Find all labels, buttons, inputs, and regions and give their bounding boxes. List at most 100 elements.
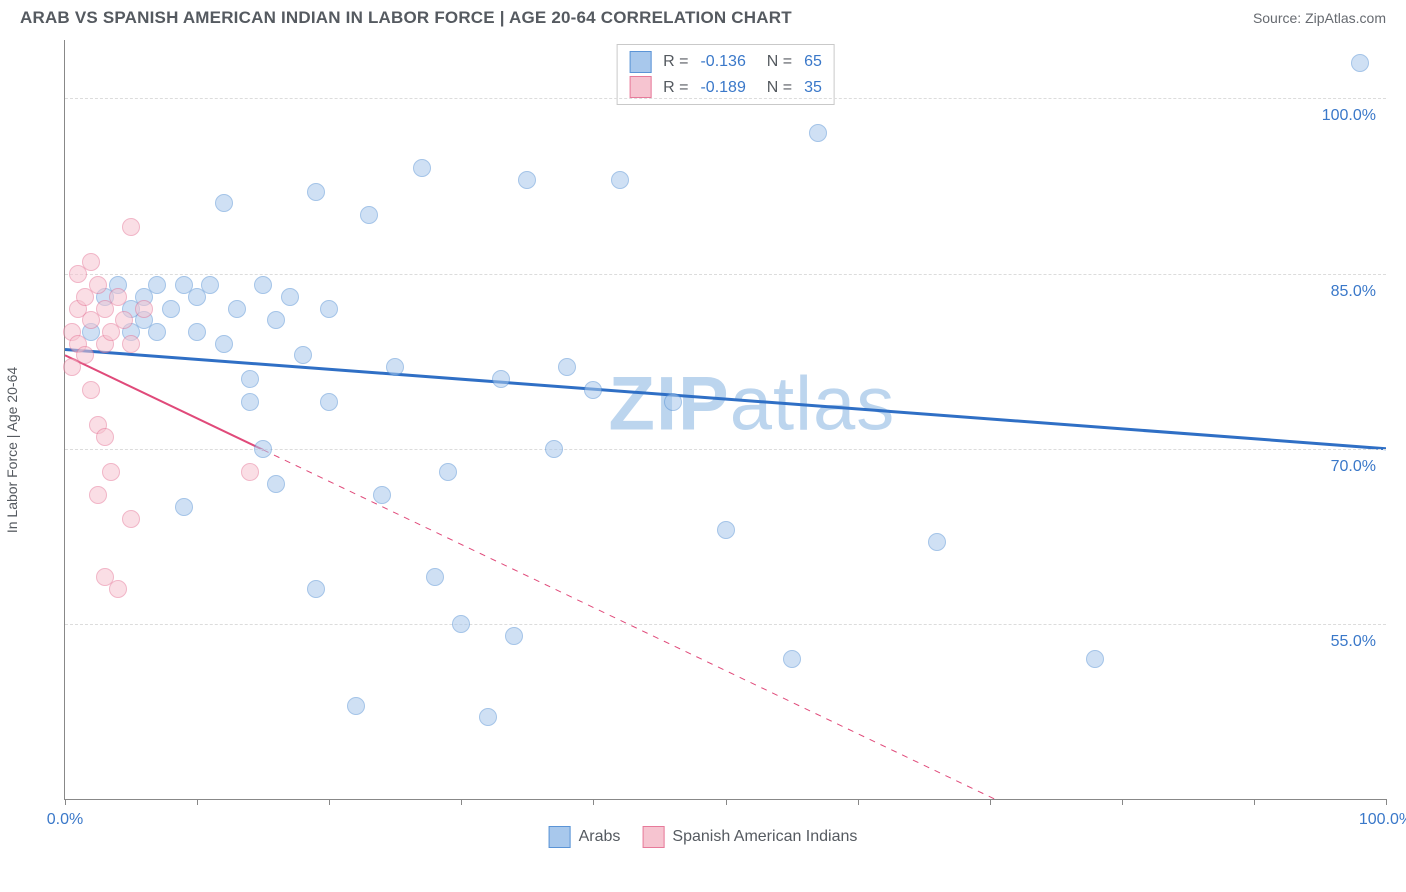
data-point [386, 358, 404, 376]
data-point [1086, 650, 1104, 668]
legend-row: R = -0.136 N = 65 [629, 49, 822, 75]
y-axis-label: In Labor Force | Age 20-64 [4, 367, 20, 533]
data-point [115, 311, 133, 329]
x-tick [858, 799, 859, 805]
series-legend-item: Arabs [549, 826, 621, 848]
data-point [109, 288, 127, 306]
y-tick-label: 55.0% [1331, 633, 1376, 651]
data-point [307, 183, 325, 201]
legend-n-value: 65 [804, 49, 822, 75]
data-point [518, 171, 536, 189]
data-point [122, 510, 140, 528]
legend-swatch [642, 826, 664, 848]
data-point [717, 521, 735, 539]
x-tick [593, 799, 594, 805]
x-tick [197, 799, 198, 805]
correlation-legend: R = -0.136 N = 65R = -0.189 N = 35 [616, 44, 835, 105]
data-point [413, 159, 431, 177]
data-point [664, 393, 682, 411]
x-tick [461, 799, 462, 805]
y-tick-label: 70.0% [1331, 458, 1376, 476]
x-tick [1122, 799, 1123, 805]
data-point [545, 440, 563, 458]
legend-row: R = -0.189 N = 35 [629, 75, 822, 101]
watermark-post: atlas [730, 362, 896, 447]
data-point [360, 206, 378, 224]
x-tick [1386, 799, 1387, 805]
watermark: ZIPatlas [609, 361, 896, 448]
data-point [320, 300, 338, 318]
data-point [188, 323, 206, 341]
data-point [175, 498, 193, 516]
data-point [294, 346, 312, 364]
data-point [109, 580, 127, 598]
gridline-h [65, 274, 1386, 275]
legend-swatch [629, 76, 651, 98]
data-point [122, 335, 140, 353]
legend-r-label: R = [663, 75, 688, 101]
data-point [201, 276, 219, 294]
data-point [148, 323, 166, 341]
chart-title: ARAB VS SPANISH AMERICAN INDIAN IN LABOR… [20, 8, 792, 28]
data-point [307, 580, 325, 598]
data-point [254, 440, 272, 458]
data-point [281, 288, 299, 306]
data-point [162, 300, 180, 318]
data-point [241, 393, 259, 411]
data-point [122, 218, 140, 236]
data-point [215, 194, 233, 212]
data-point [783, 650, 801, 668]
data-point [76, 346, 94, 364]
series-name: Arabs [579, 828, 621, 846]
data-point [102, 463, 120, 481]
x-tick [990, 799, 991, 805]
y-tick-label: 85.0% [1331, 283, 1376, 301]
gridline-h [65, 98, 1386, 99]
data-point [228, 300, 246, 318]
data-point [492, 370, 510, 388]
data-point [241, 463, 259, 481]
x-tick [1254, 799, 1255, 805]
data-point [82, 253, 100, 271]
x-tick [726, 799, 727, 805]
series-legend: Arabs Spanish American Indians [549, 826, 858, 848]
data-point [96, 428, 114, 446]
data-point [452, 615, 470, 633]
series-name: Spanish American Indians [672, 828, 857, 846]
legend-r-value: -0.189 [700, 75, 745, 101]
data-point [479, 708, 497, 726]
legend-n-label: N = [758, 49, 792, 75]
legend-swatch [549, 826, 571, 848]
data-point [320, 393, 338, 411]
data-point [254, 276, 272, 294]
data-point [89, 486, 107, 504]
data-point [241, 370, 259, 388]
chart-container: In Labor Force | Age 20-64 ZIPatlas R = … [20, 40, 1386, 860]
data-point [1351, 54, 1369, 72]
source-attribution: Source: ZipAtlas.com [1253, 10, 1386, 26]
data-point [611, 171, 629, 189]
x-tick [329, 799, 330, 805]
data-point [215, 335, 233, 353]
data-point [505, 627, 523, 645]
data-point [347, 697, 365, 715]
legend-r-label: R = [663, 49, 688, 75]
data-point [558, 358, 576, 376]
legend-r-value: -0.136 [700, 49, 745, 75]
legend-n-value: 35 [804, 75, 822, 101]
data-point [267, 311, 285, 329]
data-point [373, 486, 391, 504]
data-point [82, 381, 100, 399]
data-point [267, 475, 285, 493]
data-point [426, 568, 444, 586]
data-point [135, 300, 153, 318]
data-point [809, 124, 827, 142]
x-tick [65, 799, 66, 805]
y-tick-label: 100.0% [1322, 107, 1376, 125]
x-tick-label: 0.0% [47, 811, 83, 829]
data-point [89, 276, 107, 294]
data-point [928, 533, 946, 551]
trendlines [65, 40, 1386, 799]
plot-area: ZIPatlas R = -0.136 N = 65R = -0.189 N =… [64, 40, 1386, 800]
data-point [439, 463, 457, 481]
